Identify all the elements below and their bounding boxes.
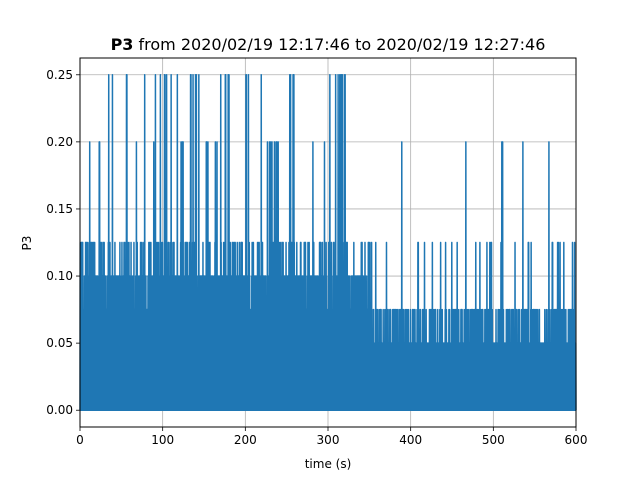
y-tick-label: 0.20 bbox=[46, 135, 73, 149]
y-axis-label: P3 bbox=[20, 236, 34, 251]
x-tick-label: 0 bbox=[76, 433, 84, 447]
x-tick-label: 100 bbox=[151, 433, 174, 447]
chart-title: P3 from 2020/02/19 12:17:46 to 2020/02/1… bbox=[111, 35, 546, 54]
y-tick-label: 0.05 bbox=[46, 336, 73, 350]
y-tick-label: 0.15 bbox=[46, 202, 73, 216]
y-tick-label: 0.00 bbox=[46, 403, 73, 417]
y-tick-label: 0.25 bbox=[46, 68, 73, 82]
x-tick-label: 300 bbox=[317, 433, 340, 447]
x-tick-label: 500 bbox=[482, 433, 505, 447]
chart-title-rest: from 2020/02/19 12:17:46 to 2020/02/19 1… bbox=[133, 35, 545, 54]
tick-layer: 0 100 200 300 400 500 600 0.00 0.05 0.10 0.15 0.20 0… bbox=[46, 68, 587, 447]
plot-layer bbox=[79, 74, 577, 411]
chart-title-bold: P3 bbox=[111, 35, 134, 54]
y-tick-label: 0.10 bbox=[46, 269, 73, 283]
x-axis-label: time (s) bbox=[305, 457, 352, 471]
x-tick-label: 600 bbox=[565, 433, 588, 447]
x-tick-label: 200 bbox=[234, 433, 257, 447]
series-line bbox=[79, 74, 577, 411]
x-tick-label: 400 bbox=[399, 433, 422, 447]
